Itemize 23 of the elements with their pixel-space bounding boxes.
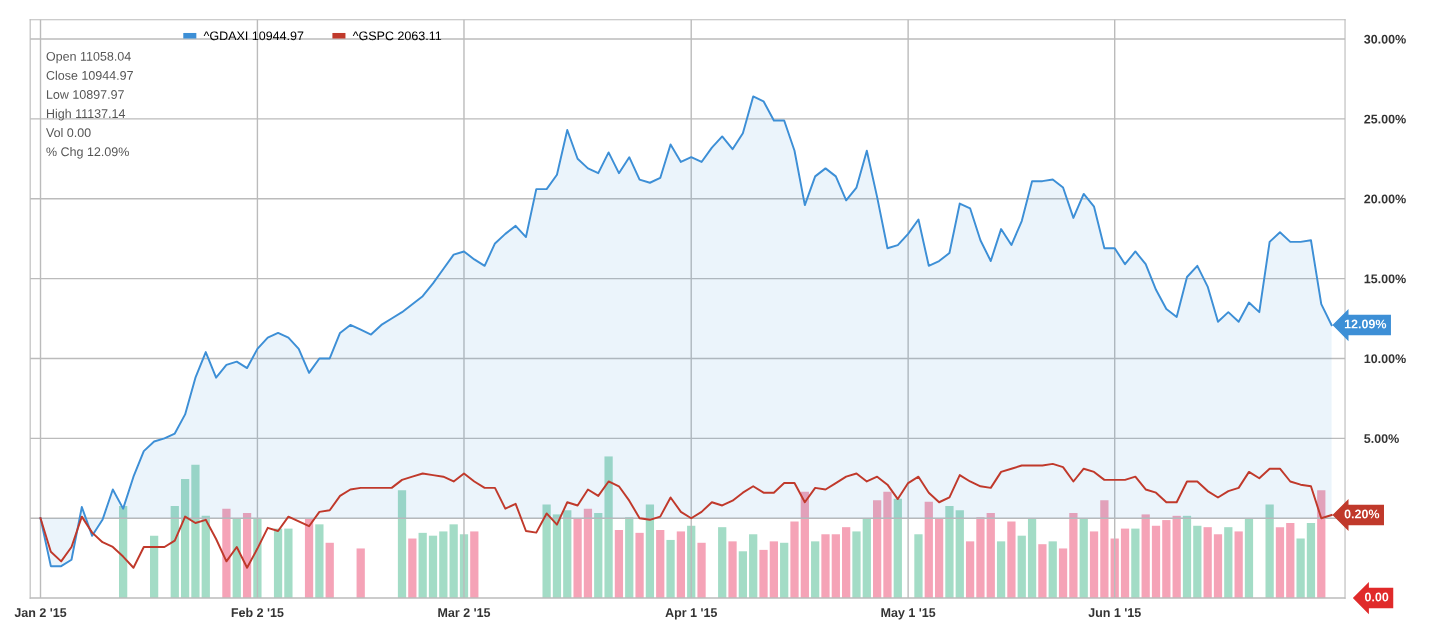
x-tick-label: Jan 2 '15: [14, 608, 67, 618]
y-tick-label: 10.00%: [1364, 354, 1406, 364]
y-tick-label: 25.00%: [1364, 114, 1406, 124]
x-tick-label: Mar 2 '15: [438, 608, 491, 618]
y-tick-label: 15.00%: [1364, 274, 1406, 284]
annotation: % Chg 12.09%: [46, 146, 129, 159]
text: 0.00: [1364, 592, 1389, 602]
annotation: Close 10944.97: [46, 70, 133, 80]
x-tick-label: Feb 2 '15: [231, 607, 284, 618]
y-tick-label: 30.00%: [1364, 34, 1406, 44]
x-tick-label: Jun 1 '15: [1088, 608, 1141, 618]
x-tick-label: Apr 1 '15: [665, 608, 718, 620]
x-tick-label: May 1 '15: [881, 608, 936, 620]
annotation: Vol 0.00: [46, 127, 91, 138]
y-tick-label: 5.00%: [1364, 434, 1399, 444]
annotation: Open 11058.04: [46, 51, 131, 64]
annotation: Low 10897.97: [46, 90, 124, 99]
legend-label: ^GDAXI 10944.97: [203, 31, 304, 41]
data-label: 0.20%: [1344, 509, 1380, 519]
y-tick-label: 20.00%: [1364, 194, 1406, 204]
legend-label: ^GSPC 2063.11: [352, 31, 442, 41]
data-label: 12.09%: [1344, 319, 1387, 329]
annotation: High 11137.14: [46, 108, 126, 121]
